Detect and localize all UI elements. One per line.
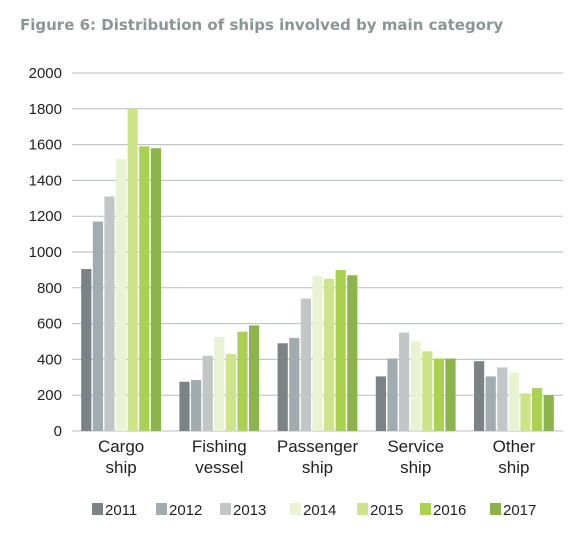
- legend-swatch-2013: [220, 503, 231, 515]
- legend-label-2017: 2017: [503, 502, 536, 519]
- y-tick-label: 1200: [29, 208, 62, 225]
- x-category-label: Fishing vessel: [192, 437, 247, 477]
- y-tick-label: 400: [37, 351, 62, 368]
- x-category-label-line: ship: [106, 458, 137, 477]
- x-category-label: Passenger ship: [277, 437, 359, 477]
- x-category-label-line: Service: [387, 437, 444, 456]
- bar-2011-passenger-ship: [277, 343, 288, 431]
- bar-2015-other-ship: [520, 393, 531, 431]
- legend-swatch-2011: [92, 503, 103, 515]
- y-tick-label: 1000: [29, 244, 62, 261]
- bar-2016-passenger-ship: [335, 269, 346, 431]
- bar-2012-cargo-ship: [92, 221, 103, 431]
- x-category-label: Other ship: [493, 437, 536, 477]
- y-tick-label: 600: [37, 316, 62, 333]
- legend-label-2013: 2013: [233, 502, 266, 519]
- y-tick-label: 2000: [29, 65, 62, 82]
- bars: [81, 108, 554, 432]
- bar-2014-fishing-vessel: [214, 337, 225, 431]
- bar-2015-service-ship: [422, 351, 433, 431]
- bar-2011-service-ship: [375, 376, 386, 431]
- bar-2014-cargo-ship: [116, 158, 127, 432]
- bar-2013-fishing-vessel: [202, 355, 213, 431]
- bar-2011-fishing-vessel: [179, 381, 190, 431]
- bar-2016-cargo-ship: [139, 146, 150, 431]
- y-axis: 0 200 400 600 800 1000 1200 1400 1600 1800 2000: [29, 65, 62, 440]
- bar-2012-service-ship: [387, 358, 398, 431]
- x-category-label-line: ship: [302, 458, 333, 477]
- bar-2017-passenger-ship: [347, 275, 358, 431]
- y-tick-label: 1800: [29, 101, 62, 118]
- x-category-label-line: Other: [493, 437, 536, 456]
- bar-2012-passenger-ship: [289, 337, 300, 431]
- bar-2015-cargo-ship: [127, 108, 138, 432]
- bar-2017-service-ship: [445, 358, 456, 431]
- chart-title: Figure 6: Distribution of ships involved…: [20, 16, 504, 34]
- legend-swatch-2017: [490, 503, 501, 515]
- x-category-label-line: Passenger: [277, 437, 359, 456]
- bar-2015-fishing-vessel: [225, 354, 236, 431]
- bar-2011-other-ship: [474, 361, 485, 431]
- legend-swatch-2016: [420, 503, 431, 515]
- bar-2014-service-ship: [410, 341, 421, 431]
- bar-2017-cargo-ship: [150, 148, 161, 431]
- bar-2016-other-ship: [532, 388, 543, 431]
- legend-swatch-2014: [290, 503, 301, 515]
- legend-label-2014: 2014: [303, 502, 336, 519]
- bar-2016-fishing-vessel: [237, 331, 248, 431]
- bar-2016-service-ship: [433, 358, 444, 431]
- bar-2013-passenger-ship: [300, 298, 311, 431]
- legend-swatch-2015: [357, 503, 368, 515]
- bar-2013-other-ship: [497, 367, 508, 431]
- x-category-label: Service ship: [387, 437, 444, 477]
- bar-2015-passenger-ship: [324, 278, 335, 431]
- x-category-label: Cargo ship: [98, 437, 144, 477]
- bar-2011-cargo-ship: [81, 269, 92, 431]
- y-tick-label: 0: [54, 423, 62, 440]
- x-category-label-line: ship: [498, 458, 529, 477]
- legend-label-2016: 2016: [433, 502, 466, 519]
- y-tick-label: 200: [37, 387, 62, 404]
- bar-2013-cargo-ship: [104, 196, 115, 431]
- bar-2014-passenger-ship: [312, 276, 323, 431]
- legend-label-2012: 2012: [169, 502, 202, 519]
- bar-2012-fishing-vessel: [191, 379, 202, 431]
- legend-swatch-2012: [156, 503, 167, 515]
- x-category-label-line: vessel: [195, 458, 243, 477]
- bar-2013-service-ship: [399, 332, 410, 431]
- legend-label-2011: 2011: [105, 502, 137, 519]
- legend: 2011 2012 2013 2014 2015 2016 2017: [92, 502, 536, 519]
- y-tick-label: 800: [37, 280, 62, 297]
- legend-label-2015: 2015: [370, 502, 403, 519]
- bar-2017-other-ship: [543, 395, 554, 431]
- bar-2017-fishing-vessel: [249, 325, 260, 431]
- x-category-label-line: Cargo: [98, 437, 144, 456]
- bar-2014-other-ship: [508, 372, 519, 431]
- bar-2012-other-ship: [485, 376, 496, 431]
- x-category-label-line: ship: [400, 458, 431, 477]
- y-tick-label: 1400: [29, 172, 62, 189]
- y-tick-label: 1600: [29, 137, 62, 154]
- x-category-label-line: Fishing: [192, 437, 247, 456]
